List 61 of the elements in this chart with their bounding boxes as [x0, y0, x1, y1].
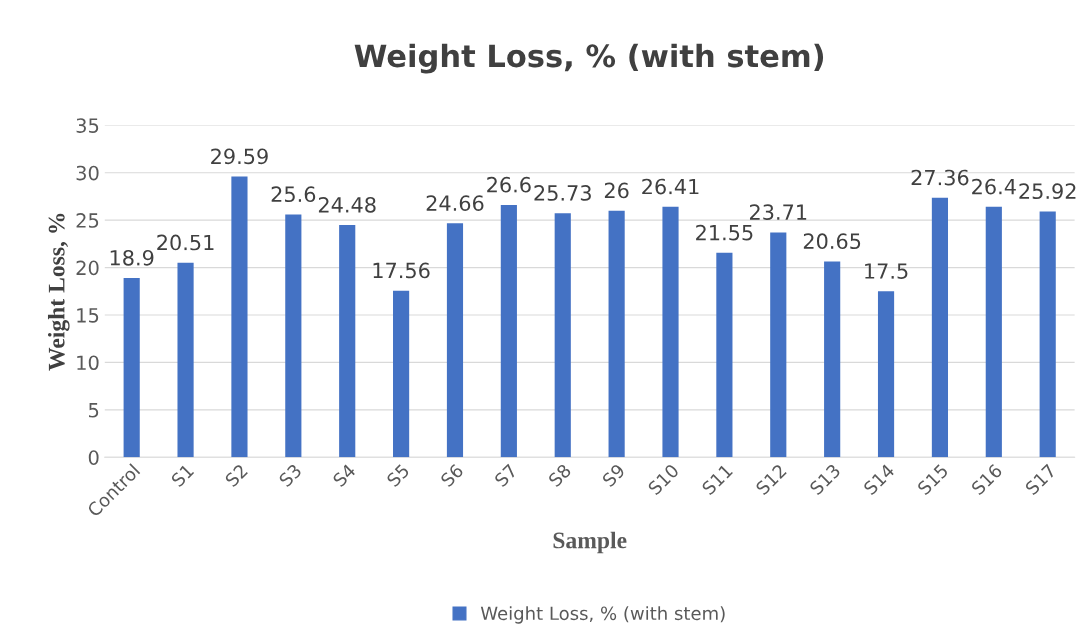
data-label: 26.4 [972, 178, 1016, 195]
bar [177, 262, 194, 458]
x-tick-label: S5 [385, 463, 410, 488]
data-label: 25.6 [271, 186, 316, 203]
data-label: 18.9 [110, 249, 154, 266]
bar [339, 225, 356, 458]
x-axis-title: Sample [553, 531, 627, 554]
x-tick-label: S6 [439, 463, 465, 488]
y-tick-label: 35 [76, 118, 99, 133]
bar [446, 223, 464, 458]
y-tick-label: 15 [77, 308, 99, 323]
x-tick-label: S11 [701, 463, 734, 496]
chart-title: Weight Loss, % (with stem) [354, 43, 824, 74]
bar [123, 278, 140, 458]
data-label: 24.66 [426, 195, 484, 211]
y-tick-label: 10 [77, 355, 99, 371]
data-label: 21.55 [696, 224, 753, 241]
bar [824, 261, 841, 458]
x-tick-label: S9 [601, 463, 626, 488]
x-tick-label: S3 [278, 463, 303, 488]
bar [770, 232, 787, 458]
bar [285, 214, 302, 458]
data-label: 24.48 [318, 196, 376, 213]
bar [608, 210, 625, 458]
data-label: 29.59 [211, 148, 268, 165]
data-label: 26.6 [487, 176, 531, 193]
y-tick-label: 25 [76, 213, 99, 228]
data-label: 17.56 [373, 262, 430, 279]
data-label: 20.65 [803, 233, 861, 250]
x-tick-label: S2 [224, 463, 249, 488]
x-tick-label: S4 [332, 463, 357, 488]
bar [877, 291, 895, 458]
bar [554, 213, 571, 458]
bar [1039, 211, 1056, 458]
data-label: 20.51 [157, 234, 214, 251]
y-tick-label: 0 [88, 450, 99, 465]
y-tick-label: 20 [76, 260, 99, 276]
data-label: 17.5 [865, 263, 908, 279]
y-tick-label: 30 [76, 165, 99, 181]
y-tick-label: 5 [89, 403, 99, 418]
bar [662, 206, 679, 458]
data-label: 26 [604, 182, 629, 199]
x-tick-label: S1 [170, 463, 195, 488]
x-tick-label: S13 [808, 463, 842, 496]
data-label: 23.71 [749, 204, 807, 221]
x-tick-label: S7 [493, 463, 518, 488]
bar [393, 290, 410, 458]
legend-label: Weight Loss, % (with stem) [480, 606, 725, 624]
x-tick-label: S10 [647, 463, 680, 496]
data-label: 25.73 [534, 185, 591, 201]
data-label: 26.41 [642, 178, 699, 195]
x-tick-label: S8 [547, 463, 572, 488]
data-label: 27.36 [911, 169, 969, 186]
bar [231, 176, 248, 458]
x-tick-label: S12 [754, 463, 787, 496]
bar [985, 206, 1002, 458]
bar [500, 204, 517, 458]
data-label: 25.92 [1019, 183, 1076, 200]
bar [931, 197, 949, 458]
bar [716, 252, 733, 458]
y-axis-title: Weight Loss, % [47, 213, 70, 371]
